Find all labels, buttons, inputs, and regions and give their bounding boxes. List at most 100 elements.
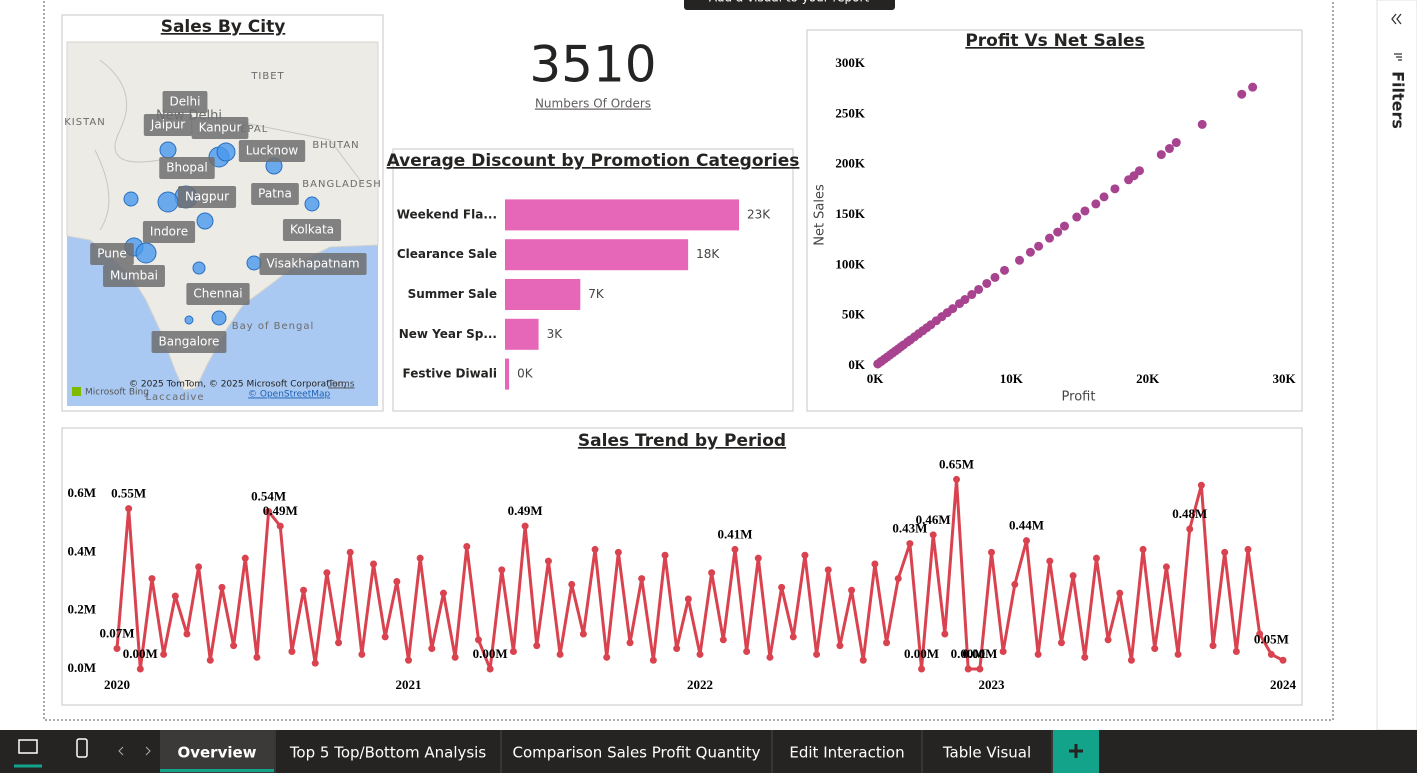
scatter-point (1164, 144, 1174, 154)
line-marker (113, 645, 121, 653)
tab-label[interactable]: Table Visual (942, 744, 1031, 762)
city-label-box (90, 243, 134, 265)
filters-pane (1376, 0, 1417, 731)
line-marker (486, 665, 494, 673)
tab-background[interactable] (160, 730, 274, 773)
collapse-icon[interactable] (1391, 13, 1402, 25)
line-marker (335, 639, 343, 647)
line-marker (614, 548, 622, 556)
line-marker (381, 633, 389, 641)
line-marker (311, 659, 319, 667)
tab-background[interactable] (773, 730, 921, 773)
tooltip: Add a visual to your report (684, 0, 895, 10)
data-label: 23K (747, 207, 771, 221)
line-marker (568, 580, 576, 588)
data-label: 0.44M (1009, 518, 1044, 533)
bar (505, 358, 510, 390)
scatter-point (1080, 206, 1090, 216)
scatter-point (982, 278, 992, 288)
x-tick-label: 0K (867, 371, 885, 386)
scatter-point (967, 290, 977, 300)
city-label-text: Visakhapatnam (266, 257, 359, 271)
category-label: New Year Sp... (399, 327, 497, 341)
tab-label[interactable]: Edit Interaction (789, 744, 904, 762)
city-bubble (159, 141, 177, 159)
mobile-view-icon[interactable] (76, 738, 88, 758)
city-label-text: Kanpur (199, 121, 242, 135)
city-label-text: Kolkata (290, 223, 334, 237)
tab-background[interactable] (923, 730, 1051, 773)
data-label: 0.00M (473, 646, 508, 661)
city-bubble (135, 242, 157, 264)
page-nav-arrows[interactable] (118, 746, 151, 756)
line-marker (1081, 653, 1089, 661)
y-axis-title: Net Sales (813, 184, 828, 246)
city-label-text: Lucknow (246, 144, 299, 158)
city-label-box (259, 253, 367, 275)
scatter-point (1025, 247, 1035, 257)
tab-label[interactable]: Comparison Sales Profit Quantity (513, 744, 761, 762)
line-marker (1011, 580, 1019, 588)
x-tick-label: 2022 (687, 677, 713, 692)
city-bubble (246, 255, 262, 271)
scatter-point (960, 295, 970, 305)
tab-label[interactable]: Top 5 Top/Bottom Analysis (289, 744, 487, 762)
line-marker (300, 586, 308, 594)
data-label: 18K (696, 247, 720, 261)
desktop-view-icon[interactable] (18, 739, 38, 754)
line-marker (1244, 545, 1252, 553)
city-label: Lucknow (238, 140, 306, 162)
line-marker (696, 650, 704, 658)
city-label-text: Bhopal (166, 161, 207, 175)
tab-background[interactable] (502, 730, 771, 773)
tab-background[interactable] (276, 730, 500, 773)
bar (505, 279, 581, 310)
category-label: Festive Diwali (403, 367, 497, 381)
filters-label[interactable]: Filters (1389, 71, 1408, 129)
data-label: 0.05M (1254, 631, 1289, 646)
map-terms[interactable]: Terms (327, 380, 355, 390)
line-marker (451, 653, 459, 661)
scatter-point (974, 284, 984, 294)
city-label-text: Chennai (193, 287, 242, 301)
y-tick-label: 200K (835, 156, 866, 171)
line-marker (638, 575, 646, 583)
tab-label[interactable]: Overview (177, 744, 256, 762)
line-marker (1034, 650, 1042, 658)
data-label: 0.00M (904, 646, 939, 661)
line-marker (579, 630, 587, 638)
city-label-text: Mumbai (110, 269, 158, 283)
map-place-label: BANGLADESH (302, 179, 381, 190)
line-marker (824, 566, 832, 574)
line-marker (463, 543, 471, 550)
line-marker (1104, 636, 1112, 644)
line-marker (265, 508, 273, 515)
scatter-point (1045, 233, 1055, 243)
line-marker (848, 586, 856, 594)
line-marker (754, 554, 762, 562)
line-marker (370, 560, 378, 568)
line-marker (603, 653, 611, 661)
scatter-point (1171, 138, 1181, 148)
map-osm[interactable]: © OpenStreetMap (248, 390, 331, 400)
kpi-card: 3510 Numbers Of Orders (529, 36, 656, 111)
map-place-label: KISTAN (64, 117, 106, 128)
city-bubble (304, 196, 320, 212)
city-bubble (192, 261, 206, 275)
city-label: Kolkata (282, 219, 342, 241)
line-marker (195, 563, 203, 571)
map-place-label: Bay of Bengal (232, 321, 315, 332)
category-label: Summer Sale (408, 287, 497, 301)
data-label: 0.49M (508, 503, 543, 518)
city-label-box (103, 265, 165, 287)
line-marker (1232, 648, 1240, 655)
line-marker (918, 665, 926, 673)
line-marker (1267, 650, 1275, 658)
city-label-text: Indore (150, 225, 188, 239)
line-marker (1151, 645, 1159, 653)
visual-border (806, 29, 1303, 412)
city-bubble (211, 310, 227, 326)
bar (505, 199, 739, 231)
map-title: Sales By City (161, 17, 286, 37)
city-label-box (143, 114, 193, 136)
